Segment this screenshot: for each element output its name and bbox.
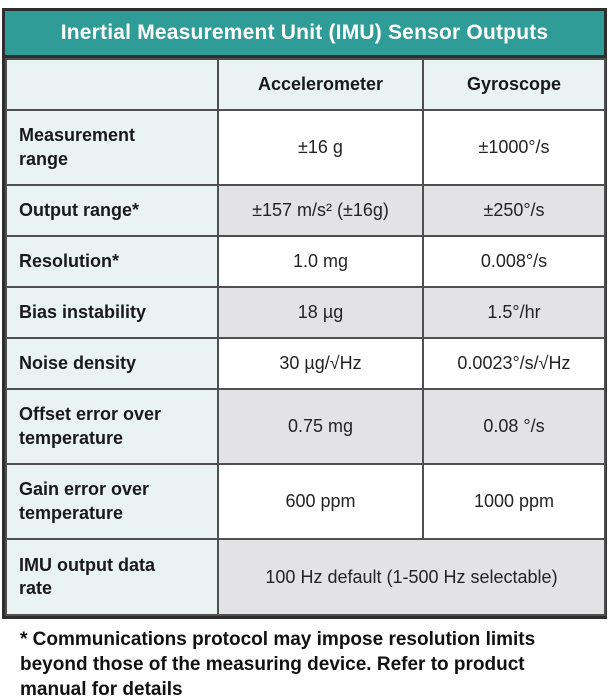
accelerometer-value: 30 µg/√Hz <box>217 337 424 390</box>
accelerometer-value: 0.75 mg <box>217 388 424 465</box>
row-label: Measurement range <box>5 109 219 186</box>
accelerometer-value: ±16 g <box>217 109 424 186</box>
gyroscope-value: 1000 ppm <box>422 463 606 540</box>
column-header-gyroscope: Gyroscope <box>422 58 606 111</box>
accelerometer-value: 600 ppm <box>217 463 424 540</box>
table-row-measurement-range: Measurement range ±16 g ±1000°/s <box>5 109 606 186</box>
footnote: * Communications protocol may impose res… <box>20 629 536 700</box>
column-header-accelerometer: Accelerometer <box>217 58 424 111</box>
table-row-noise-density: Noise density 30 µg/√Hz 0.0023°/s/√Hz <box>5 337 606 390</box>
imu-spec-table: Inertial Measurement Unit (IMU) Sensor O… <box>2 8 607 619</box>
column-header-row: Accelerometer Gyroscope <box>5 58 606 111</box>
table-row-output-range: Output range* ±157 m/s² (±16g) ±250°/s <box>5 184 606 237</box>
table-row-offset-error: Offset error over temperature 0.75 mg 0.… <box>5 388 606 465</box>
corner-cell <box>5 58 219 111</box>
merged-data-rate-value: 100 Hz default (1-500 Hz selectable) <box>217 538 606 616</box>
row-label: Output range* <box>5 184 219 237</box>
row-label: Resolution* <box>5 235 219 288</box>
spec-grid: Accelerometer Gyroscope Measurement rang… <box>5 58 606 616</box>
table-row-bias-instability: Bias instability 18 µg 1.5°/hr <box>5 286 606 339</box>
gyroscope-value: ±250°/s <box>422 184 606 237</box>
accelerometer-value: 18 µg <box>217 286 424 339</box>
row-label: Noise density <box>5 337 219 390</box>
gyroscope-value: 0.008°/s <box>422 235 606 288</box>
table-row-output-data-rate: IMU output data rate 100 Hz default (1-5… <box>5 538 606 616</box>
gyroscope-value: ±1000°/s <box>422 109 606 186</box>
table-title: Inertial Measurement Unit (IMU) Sensor O… <box>60 21 549 44</box>
gyroscope-value: 0.08 °/s <box>422 388 606 465</box>
gyroscope-value: 1.5°/hr <box>422 286 606 339</box>
table-row-resolution: Resolution* 1.0 mg 0.008°/s <box>5 235 606 288</box>
gyroscope-value: 0.0023°/s/√Hz <box>422 337 606 390</box>
accelerometer-value: 1.0 mg <box>217 235 424 288</box>
table-row-gain-error: Gain error over temperature 600 ppm 1000… <box>5 463 606 540</box>
row-label: Bias instability <box>5 286 219 339</box>
row-label: Gain error over temperature <box>5 463 219 540</box>
row-label: IMU output data rate <box>5 538 219 616</box>
row-label: Offset error over temperature <box>5 388 219 465</box>
table-title-bar: Inertial Measurement Unit (IMU) Sensor O… <box>5 11 604 58</box>
accelerometer-value: ±157 m/s² (±16g) <box>217 184 424 237</box>
